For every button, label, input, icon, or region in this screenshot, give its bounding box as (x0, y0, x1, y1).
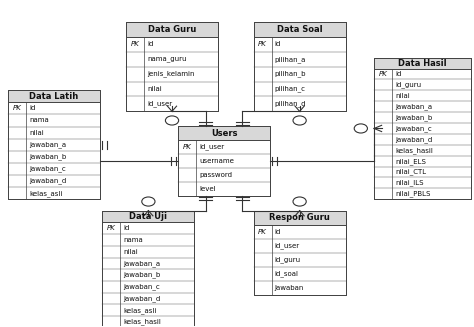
Bar (374, 58, 471, 199)
Text: id: id (275, 41, 281, 47)
Text: PK: PK (258, 229, 267, 235)
Bar (254, 225, 346, 295)
Bar (374, 58, 471, 69)
Text: jawaban_a: jawaban_a (124, 260, 161, 267)
Text: pilihan_a: pilihan_a (275, 56, 306, 62)
Text: kelas_asli: kelas_asli (29, 190, 63, 197)
Text: jawaban_c: jawaban_c (29, 165, 66, 172)
Bar (374, 69, 471, 199)
Text: Data Latih: Data Latih (29, 92, 79, 101)
Bar (178, 126, 270, 140)
Text: id: id (29, 105, 36, 112)
Text: level: level (199, 186, 216, 192)
Text: Jawaban: Jawaban (275, 285, 304, 291)
Text: id_guru: id_guru (275, 257, 301, 263)
Bar (126, 22, 218, 37)
Bar (178, 126, 270, 196)
Text: pilihan_c: pilihan_c (275, 86, 306, 92)
Text: PK: PK (12, 105, 21, 112)
Bar (8, 90, 100, 102)
Text: kelas_hasil: kelas_hasil (395, 147, 433, 154)
Text: nilai_ILS: nilai_ILS (395, 180, 424, 186)
Text: id: id (395, 71, 401, 77)
Text: nama_guru: nama_guru (147, 56, 187, 62)
Text: jenis_kelamin: jenis_kelamin (147, 71, 195, 77)
Text: PK: PK (379, 71, 387, 77)
Text: nilai: nilai (124, 249, 138, 255)
Text: id_user: id_user (275, 243, 300, 249)
Bar (102, 222, 194, 327)
Text: nilai_CTL: nilai_CTL (395, 169, 427, 175)
Text: PK: PK (182, 144, 191, 150)
Text: PK: PK (258, 41, 267, 47)
Bar (102, 211, 194, 327)
Text: Respon Guru: Respon Guru (269, 213, 330, 222)
Text: nilai: nilai (29, 129, 44, 136)
Text: kelas_asli: kelas_asli (124, 307, 157, 314)
Bar (8, 102, 100, 199)
Text: nilai: nilai (395, 93, 410, 99)
Text: nilai_PBLS: nilai_PBLS (395, 190, 431, 197)
Text: pilihan_d: pilihan_d (275, 100, 306, 107)
Text: id: id (275, 229, 281, 235)
Text: id_guru: id_guru (395, 81, 421, 88)
Text: jawaban_b: jawaban_b (29, 153, 66, 160)
Text: PK: PK (130, 41, 139, 47)
Text: pilihan_b: pilihan_b (275, 71, 306, 77)
Bar (254, 37, 346, 112)
Text: jawaban_a: jawaban_a (395, 103, 432, 110)
Bar (126, 37, 218, 112)
Text: Data Uji: Data Uji (129, 212, 167, 221)
Text: username: username (199, 158, 234, 164)
Text: jawaban_d: jawaban_d (395, 136, 433, 143)
Text: jawaban_b: jawaban_b (395, 114, 433, 121)
Text: jawaban_d: jawaban_d (124, 295, 161, 302)
Text: id_soal: id_soal (275, 271, 299, 278)
Text: kelas_hasil: kelas_hasil (124, 318, 162, 325)
Text: jawaban_b: jawaban_b (124, 272, 161, 279)
Text: id: id (124, 225, 130, 231)
Text: Data Hasil: Data Hasil (398, 59, 447, 68)
Text: jawaban_d: jawaban_d (29, 178, 66, 184)
Text: Users: Users (211, 129, 237, 138)
Text: nama: nama (124, 237, 143, 243)
Text: PK: PK (107, 225, 116, 231)
Text: jawaban_a: jawaban_a (29, 141, 66, 148)
Bar (126, 22, 218, 112)
Bar (102, 211, 194, 222)
Text: jawaban_c: jawaban_c (124, 284, 160, 290)
Bar (254, 22, 346, 37)
Bar (178, 140, 270, 196)
Text: nama: nama (29, 117, 49, 124)
Text: id_user: id_user (147, 100, 173, 107)
Text: nilai: nilai (147, 86, 162, 92)
Text: Data Guru: Data Guru (148, 25, 196, 34)
Bar (254, 211, 346, 295)
Text: password: password (199, 172, 232, 178)
Bar (254, 22, 346, 112)
Text: id: id (147, 41, 154, 47)
Bar (8, 90, 100, 199)
Text: jawaban_c: jawaban_c (395, 125, 432, 132)
Text: Data Soal: Data Soal (277, 25, 322, 34)
Text: nilai_ELS: nilai_ELS (395, 158, 426, 164)
Bar (254, 211, 346, 225)
Text: id_user: id_user (199, 144, 224, 150)
